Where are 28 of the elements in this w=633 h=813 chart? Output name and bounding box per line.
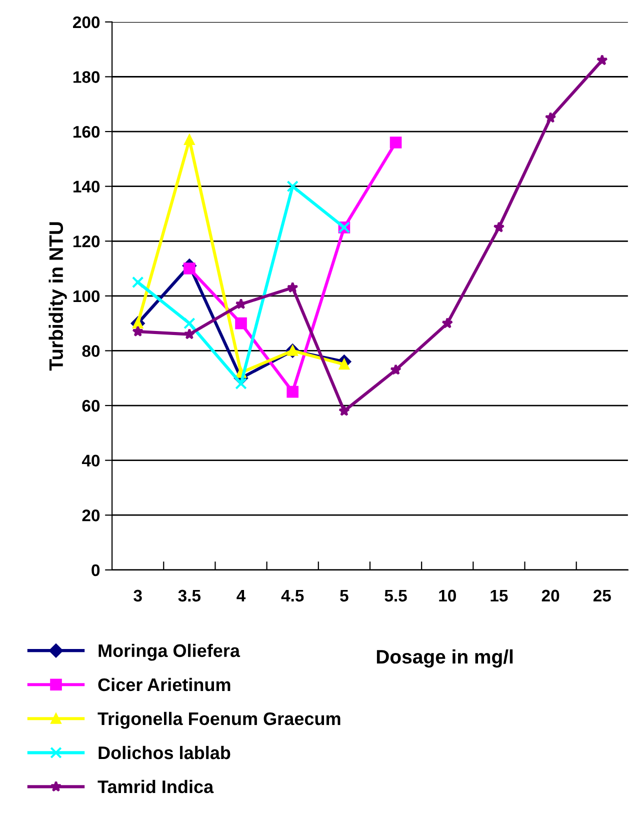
y-tick-label: 200 bbox=[73, 16, 100, 28]
x-tick-label: 5.5 bbox=[384, 590, 407, 602]
x-axis-title: Dosage in mg/l bbox=[376, 649, 513, 668]
y-tick-label: 120 bbox=[73, 236, 100, 248]
y-tick-label: 40 bbox=[82, 454, 100, 467]
y-tick-label: 160 bbox=[73, 126, 100, 138]
y-tick-label: 20 bbox=[82, 510, 100, 522]
y-tick-label: 180 bbox=[73, 71, 100, 83]
y-tick-label: 100 bbox=[73, 290, 100, 302]
x-tick-label: 4.5 bbox=[281, 590, 304, 602]
x-tick-label: 20 bbox=[542, 590, 560, 602]
y-tick-label: 60 bbox=[82, 400, 100, 412]
y-tick-label: 140 bbox=[73, 180, 100, 193]
x-tick-label: 5 bbox=[340, 590, 348, 602]
x-tick-label: 4 bbox=[236, 590, 246, 602]
legend-label: Tamrid Indica bbox=[98, 780, 214, 794]
x-tick-label: 15 bbox=[490, 590, 508, 602]
x-tick-label: 3.5 bbox=[178, 590, 201, 602]
legend-label: Trigonella Foenum Graecum bbox=[98, 712, 340, 729]
legend-label: Dolichos lablab bbox=[98, 746, 230, 760]
x-tick-label: 10 bbox=[439, 590, 456, 602]
legend-label: Moringa Oliefera bbox=[98, 644, 240, 661]
y-tick-label: 0 bbox=[92, 564, 100, 576]
legend-label: Cicer Arietinum bbox=[98, 678, 230, 692]
y-tick-label: 80 bbox=[82, 345, 100, 357]
y-axis-title: Turbidity in NTU bbox=[48, 222, 67, 371]
x-tick-label: 3 bbox=[134, 590, 142, 602]
x-tick-label: 25 bbox=[593, 590, 611, 602]
